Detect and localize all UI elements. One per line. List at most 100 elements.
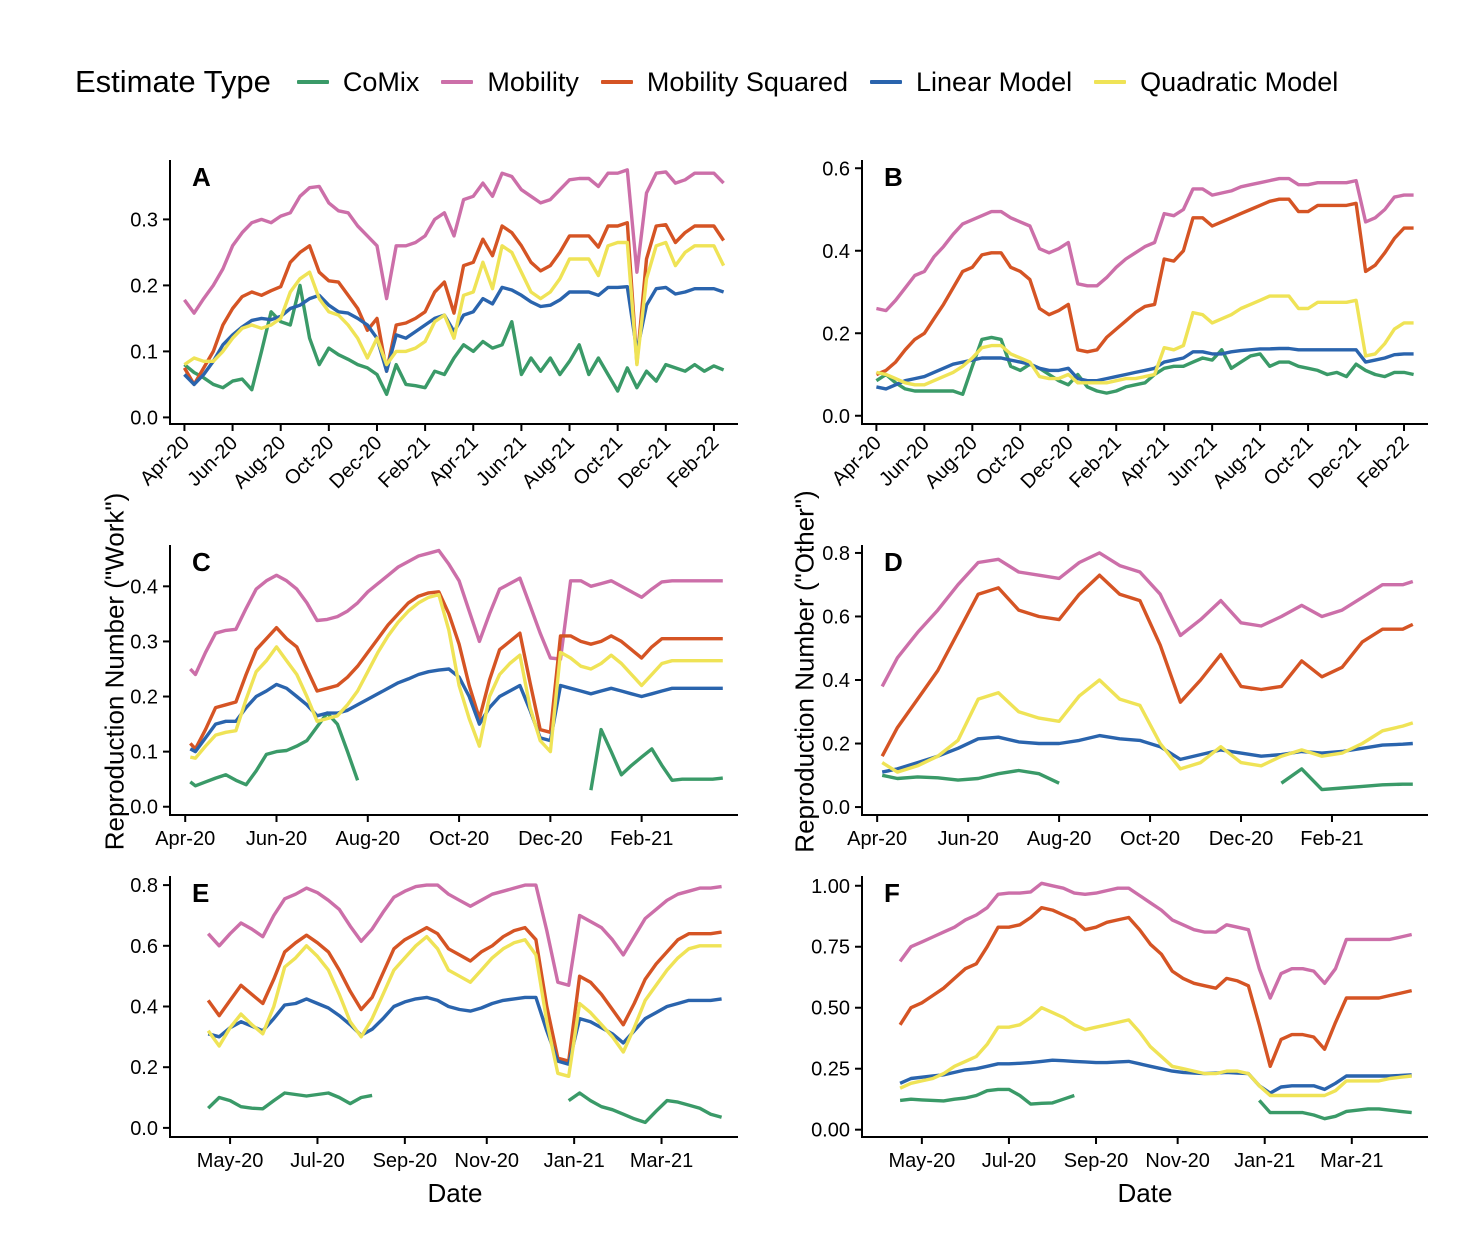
legend-label-linear-model: Linear Model xyxy=(916,66,1073,97)
series-line-mobility-squared-e xyxy=(206,925,722,1063)
panel-f: 0.00 0.25 0.50 0.75 1.00 May-20 Jul-20 Sep-20 No… xyxy=(811,876,1428,1172)
x-tick-label-a: Feb-22 xyxy=(663,432,723,492)
x-tick-label-d: Feb-21 xyxy=(1300,828,1363,850)
y-tick-label-f: 0.50 xyxy=(811,998,850,1020)
series-line-comix-e xyxy=(207,1091,723,1125)
series-line-linear-model-c xyxy=(189,667,723,754)
legend-swatch-linear-model xyxy=(870,80,903,84)
x-axis-title-left: Date xyxy=(427,1178,483,1208)
y-tick-label-e: 0.6 xyxy=(130,936,158,958)
series-line-comix-d xyxy=(881,767,1413,792)
x-axis-title-right: Date xyxy=(1117,1178,1173,1208)
x-tick-label-f: Sep-20 xyxy=(1064,1150,1129,1172)
x-tick-label-c: Oct-20 xyxy=(429,828,489,850)
panel-b: 0.00.20.40.6Apr-20Jun-20Aug-20Oct-20Dec-… xyxy=(822,158,1428,493)
x-tick-label-d: Apr-20 xyxy=(847,828,907,850)
series-line-comix-f xyxy=(899,1087,1412,1121)
panel-label-b: B xyxy=(884,162,903,192)
x-tick-label-d: Jun-20 xyxy=(938,828,999,850)
y-tick-label-c: 0.3 xyxy=(130,631,158,653)
series-line-mobility-c xyxy=(189,548,723,677)
y-tick-label-a: 0.1 xyxy=(130,341,158,363)
x-tick-label-f: Jan-21 xyxy=(1234,1150,1295,1172)
x-tick-label-e: Nov-20 xyxy=(455,1150,519,1172)
x-tick-label-b: Dec-20 xyxy=(1017,432,1078,493)
x-tick-label-b: Apr-20 xyxy=(828,432,886,490)
x-tick-label-c: Aug-20 xyxy=(336,828,401,850)
y-tick-label-b: 0.0 xyxy=(822,406,850,428)
x-tick-label-a: Aug-21 xyxy=(518,432,579,493)
series-line-mobility-squared-d xyxy=(880,573,1414,757)
y-tick-label-c: 0.1 xyxy=(130,742,158,764)
x-tick-label-c: Jun-20 xyxy=(246,828,307,850)
y-tick-label-a: 0.2 xyxy=(130,275,158,297)
y-tick-label-d: 0.6 xyxy=(822,606,850,628)
panel-e: 0.0 0.2 0.4 0.6 0.8 May-20 Jul-20 Sep-20 Nov-20 J… xyxy=(130,875,738,1172)
x-tick-label-f: Jul-20 xyxy=(982,1150,1036,1172)
series-line-mobility-a xyxy=(183,168,725,315)
y-tick-label-f: 1.00 xyxy=(811,876,850,898)
x-tick-label-b: Aug-21 xyxy=(1208,432,1269,493)
legend-swatch-mobility xyxy=(441,80,474,84)
panel-label-f: F xyxy=(884,878,900,908)
legend-item-mobility-squared: Mobility Squared xyxy=(600,66,849,98)
x-tick-label-f: May-20 xyxy=(889,1150,956,1172)
x-tick-label-d: Dec-20 xyxy=(1209,828,1273,850)
series-line-mobility-d xyxy=(880,551,1414,688)
x-tick-label-c: Feb-21 xyxy=(610,828,673,850)
x-tick-label-a: Apr-20 xyxy=(136,432,194,490)
panel-c: 0.0 0.1 0.2 0.3 0.4 Apr-20 Jun-20 Aug-20 Oct-20 D… xyxy=(130,545,738,850)
x-tick-label-b: Apr-21 xyxy=(1116,432,1174,490)
x-tick-label-b: Dec-21 xyxy=(1304,432,1365,493)
x-tick-label-d: Oct-20 xyxy=(1120,828,1180,850)
series-line-quadratic-model-d xyxy=(881,678,1414,774)
panel-a: 0.00.10.20.3Apr-20Jun-20Aug-20Oct-20Dec-… xyxy=(130,160,738,493)
panel-label-a: A xyxy=(192,162,211,192)
x-tick-label-c: Apr-20 xyxy=(155,828,215,850)
x-tick-label-e: Sep-20 xyxy=(373,1150,438,1172)
series-line-mobility-f xyxy=(898,881,1413,1000)
legend-item-linear-model: Linear Model xyxy=(870,67,1072,98)
legend-item-mobility: Mobility xyxy=(441,67,579,98)
legend-label-comix: CoMix xyxy=(342,66,420,97)
y-tick-label-d: 0.2 xyxy=(822,734,850,756)
x-tick-label-b: Feb-21 xyxy=(1065,432,1125,492)
y-tick-label-a: 0.3 xyxy=(130,209,158,231)
x-tick-label-e: May-20 xyxy=(197,1150,264,1172)
y-tick-label-d: 0.0 xyxy=(822,797,850,819)
series-line-mobility-b xyxy=(876,176,1414,313)
y-tick-label-d: 0.8 xyxy=(822,543,850,565)
x-tick-label-a: Dec-20 xyxy=(325,432,386,493)
panel-d: 0.0 0.2 0.4 0.6 0.8 Apr-20 Jun-20 Aug-20 Oct-20 D… xyxy=(822,543,1428,850)
legend-item-quadratic-model: Quadratic Model xyxy=(1094,67,1338,98)
series-line-quadratic-model-e xyxy=(206,935,722,1078)
series-line-comix-b xyxy=(875,335,1414,396)
x-tick-label-d: Aug-20 xyxy=(1027,828,1092,850)
series-line-comix-c xyxy=(189,711,723,791)
y-tick-label-f: 0.00 xyxy=(811,1120,850,1142)
x-tick-label-b: Feb-22 xyxy=(1353,432,1413,492)
series-line-linear-model-e xyxy=(207,995,722,1066)
series-line-mobility-squared-f xyxy=(898,906,1413,1068)
x-tick-label-a: Aug-20 xyxy=(229,432,290,493)
series-line-mobility-squared-c xyxy=(189,590,723,751)
series-line-mobility-squared-b xyxy=(875,197,1414,377)
x-tick-label-f: Mar-21 xyxy=(1320,1150,1383,1172)
series-line-mobility-e xyxy=(206,883,722,987)
legend-title: Estimate Type xyxy=(75,64,271,99)
legend-label-quadratic-model: Quadratic Model xyxy=(1140,66,1339,97)
series-line-quadratic-model-a xyxy=(183,240,726,367)
x-tick-label-e: Jan-21 xyxy=(544,1150,605,1172)
panel-label-d: D xyxy=(884,547,903,577)
legend-label-mobility-squared: Mobility Squared xyxy=(646,66,849,97)
series-line-linear-model-d xyxy=(881,733,1413,774)
y-tick-label-e: 0.0 xyxy=(130,1118,158,1140)
y-tick-label-b: 0.6 xyxy=(822,158,850,180)
y-tick-label-d: 0.4 xyxy=(822,670,850,692)
series-line-quadratic-model-f xyxy=(899,1006,1412,1098)
x-tick-label-b: Aug-20 xyxy=(921,432,982,493)
series-line-quadratic-model-b xyxy=(876,294,1414,387)
series-line-comix-a xyxy=(183,283,725,396)
legend-item-comix: CoMix xyxy=(296,66,420,98)
